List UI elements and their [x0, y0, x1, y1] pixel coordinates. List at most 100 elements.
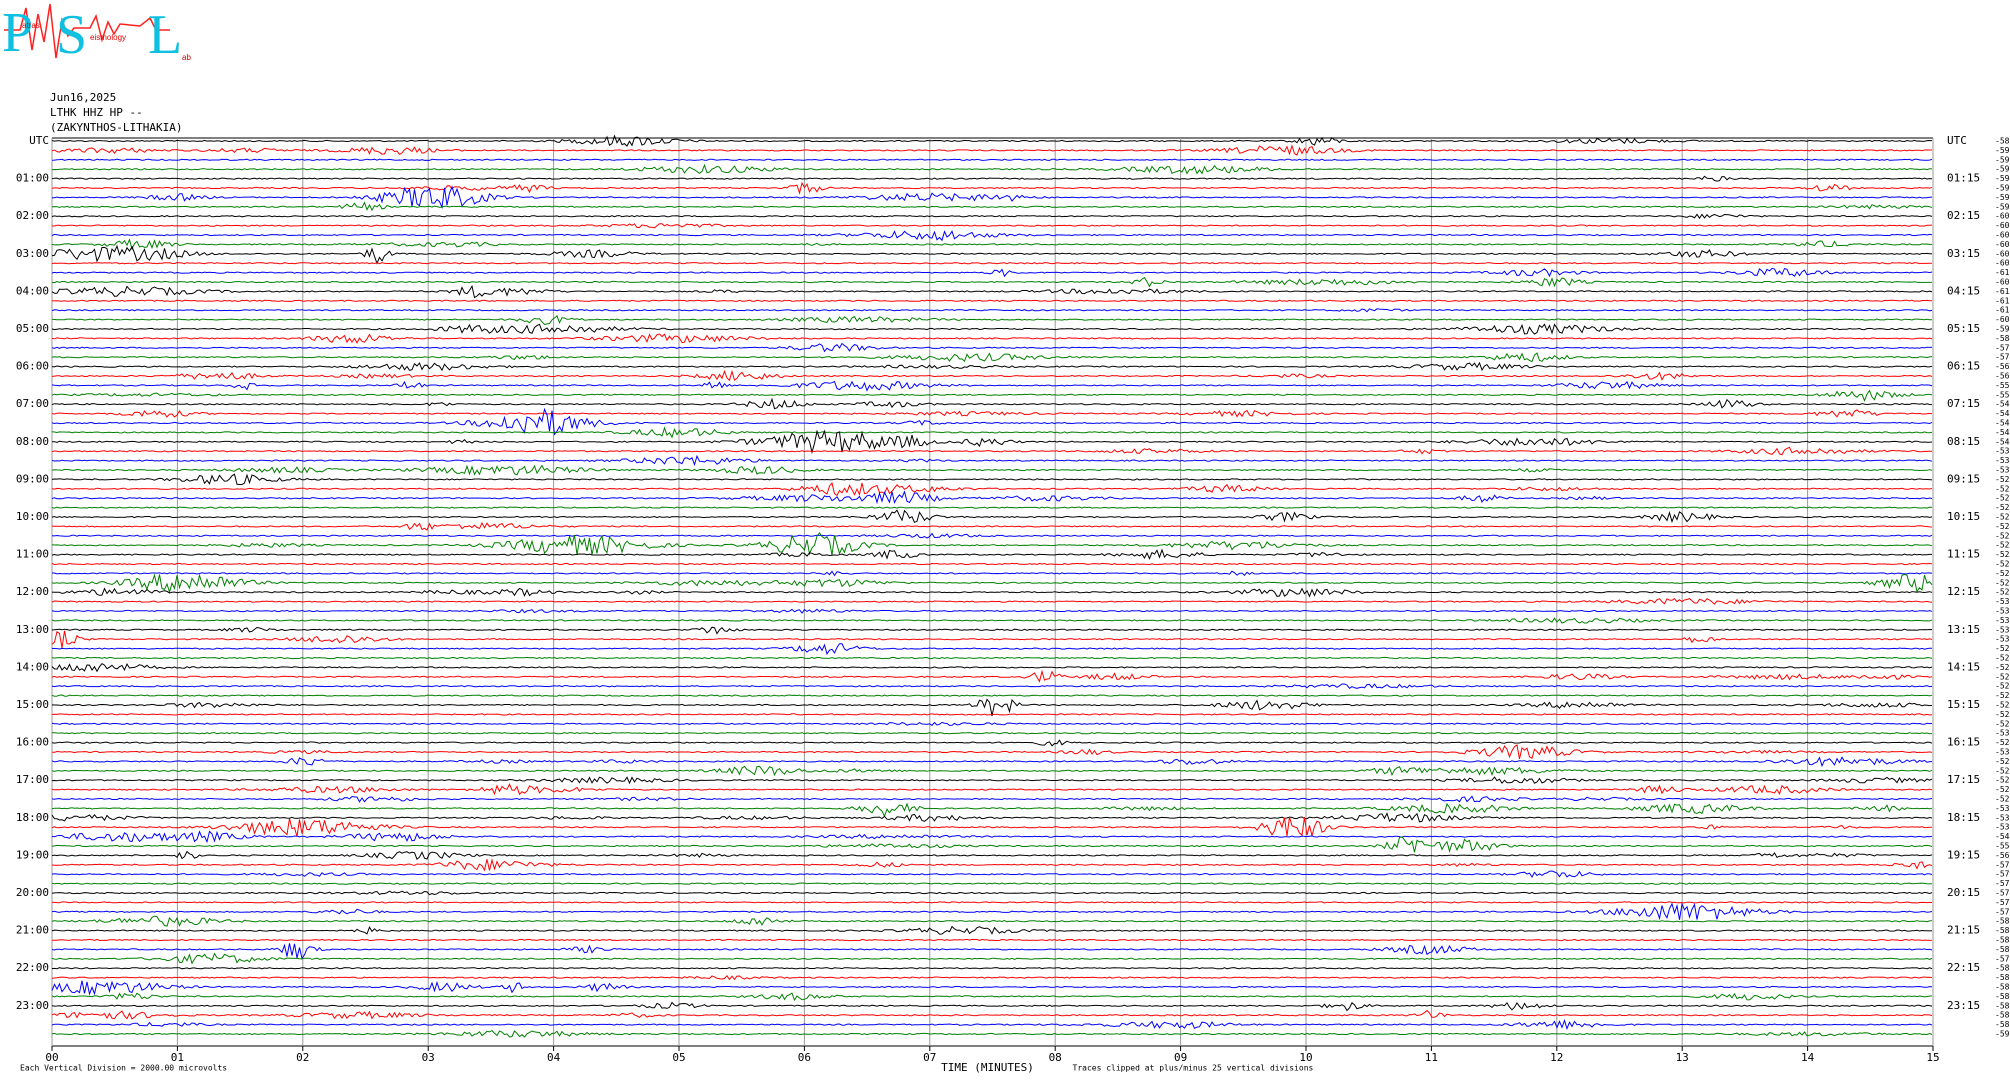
row-offset: -5672 — [1995, 851, 2010, 860]
row-offset: -5332 — [1995, 607, 2010, 616]
row-label-right: 05:15 — [1947, 322, 1980, 335]
row-offset: -5934 — [1995, 165, 2010, 174]
row-offset: -5924 — [1995, 184, 2010, 193]
trace — [51, 482, 1933, 497]
trace — [51, 490, 1933, 505]
row-label-right: 02:15 — [1947, 209, 1980, 222]
row-offset: -5769 — [1995, 898, 2010, 907]
trace — [51, 315, 1933, 326]
trace — [51, 308, 1933, 313]
row-label-left: 15:00 — [16, 698, 49, 711]
row-label-right: 21:15 — [1947, 924, 1980, 937]
trace — [51, 562, 1933, 566]
row-offset: -5255 — [1995, 644, 2010, 653]
footnote: Each Vertical Division = 2000.00 microvo… — [20, 1064, 227, 1073]
row-label-left: 01:00 — [16, 172, 49, 185]
x-tick-label: 03 — [422, 1051, 435, 1064]
trace — [51, 943, 1933, 960]
x-tick-label: 09 — [1174, 1051, 1187, 1064]
row-label-left: 16:00 — [16, 736, 49, 749]
row-offset: -5237 — [1995, 654, 2010, 663]
row-label-right: 07:15 — [1947, 397, 1980, 410]
logo-word: ab — [182, 53, 191, 62]
trace — [51, 1029, 1933, 1038]
row-offset: -6105 — [1995, 268, 2010, 277]
row-offset: -5275 — [1995, 785, 2010, 794]
trace — [51, 915, 1933, 927]
row-label-left: 04:00 — [16, 284, 49, 297]
row-offset: -5255 — [1995, 691, 2010, 700]
row-label-left: 02:00 — [16, 209, 49, 222]
row-offset: -5256 — [1995, 569, 2010, 578]
trace — [51, 473, 1933, 485]
row-offset: -5786 — [1995, 907, 2010, 916]
row-label-right: 19:15 — [1947, 848, 1980, 861]
trace — [51, 262, 1933, 265]
trace — [51, 1001, 1933, 1012]
row-label-left: 10:00 — [16, 510, 49, 523]
row-offset: -5246 — [1995, 663, 2010, 672]
row-offset: -5425 — [1995, 428, 2010, 437]
trace — [51, 744, 1933, 760]
row-offset: -5617 — [1995, 372, 2010, 381]
row-offset: -5797 — [1995, 954, 2010, 963]
trace — [52, 429, 1933, 455]
trace — [51, 1019, 1933, 1031]
trace — [51, 694, 1933, 697]
row-offset: -5257 — [1995, 484, 2010, 493]
row-offset: -5803 — [1995, 945, 2010, 954]
row-offset: -5937 — [1995, 193, 2010, 202]
trace — [51, 573, 1933, 594]
x-tick-label: 00 — [45, 1051, 58, 1064]
trace — [51, 669, 1933, 683]
x-tick-label: 10 — [1299, 1051, 1312, 1064]
row-offset: -5332 — [1995, 616, 2010, 625]
trace — [51, 1009, 1933, 1020]
trace — [52, 570, 1933, 577]
row-offset: -5283 — [1995, 588, 2010, 597]
row-offset: -6147 — [1995, 306, 2010, 315]
row-offset: -5875 — [1995, 1020, 2010, 1029]
row-label-right: 13:15 — [1947, 623, 1980, 636]
row-label-right: 23:15 — [1947, 999, 1980, 1012]
row-offset: -5916 — [1995, 325, 2010, 334]
date: Jun16,2025 — [50, 91, 116, 104]
trace — [52, 938, 1932, 942]
row-label-right: 14:15 — [1947, 660, 1980, 673]
row-offset: -5745 — [1995, 870, 2010, 879]
row-offset: -5765 — [1995, 879, 2010, 888]
row-label-right: UTC — [1947, 134, 1967, 147]
row-offset: -5852 — [1995, 1011, 2010, 1020]
row-offset: -5277 — [1995, 766, 2010, 775]
trace — [51, 230, 1933, 242]
row-offset: -5301 — [1995, 635, 2010, 644]
row-label-left: 20:00 — [16, 886, 49, 899]
row-offset: -5272 — [1995, 541, 2010, 550]
trace — [51, 830, 1933, 844]
row-label-left: 19:00 — [16, 848, 49, 861]
trace — [51, 446, 1933, 456]
trace — [51, 617, 1933, 624]
row-offset: -6019 — [1995, 212, 2010, 221]
trace — [51, 858, 1933, 872]
row-label-right: 09:15 — [1947, 472, 1980, 485]
trace — [51, 587, 1933, 598]
trace — [51, 238, 1932, 251]
trace — [51, 389, 1933, 402]
x-axis-label: TIME (MINUTES) — [941, 1061, 1034, 1074]
row-label-right: 01:15 — [1947, 172, 1980, 185]
row-offset: -5423 — [1995, 832, 2010, 841]
row-label-right: 20:15 — [1947, 886, 1980, 899]
trace — [51, 175, 1933, 182]
trace — [51, 213, 1933, 220]
trace — [51, 980, 1933, 996]
row-label-right: 11:15 — [1947, 548, 1980, 561]
trace — [51, 407, 1933, 436]
trace — [51, 144, 1933, 156]
row-offset: -5760 — [1995, 889, 2010, 898]
row-offset: -5276 — [1995, 710, 2010, 719]
row-offset: -5567 — [1995, 381, 2010, 390]
row-offset: -6088 — [1995, 278, 2010, 287]
row-offset: -5244 — [1995, 682, 2010, 691]
row-offset: -6063 — [1995, 240, 2010, 249]
